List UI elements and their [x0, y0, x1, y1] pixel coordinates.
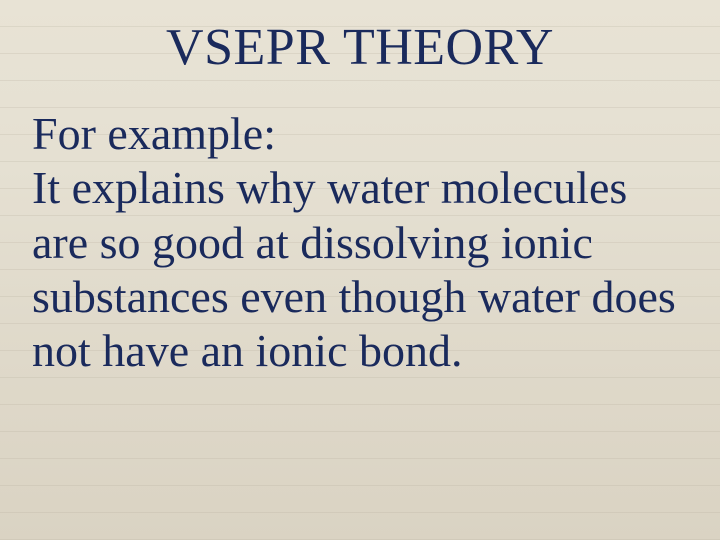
slide-body: For example: It explains why water molec…	[32, 107, 688, 378]
body-lead-line: For example:	[32, 107, 688, 161]
slide-content: VSEPR THEORY For example: It explains wh…	[0, 0, 720, 378]
slide-container: VSEPR THEORY For example: It explains wh…	[0, 0, 720, 540]
slide-title: VSEPR THEORY	[32, 12, 688, 77]
body-text: It explains why water molecules are so g…	[32, 161, 688, 378]
